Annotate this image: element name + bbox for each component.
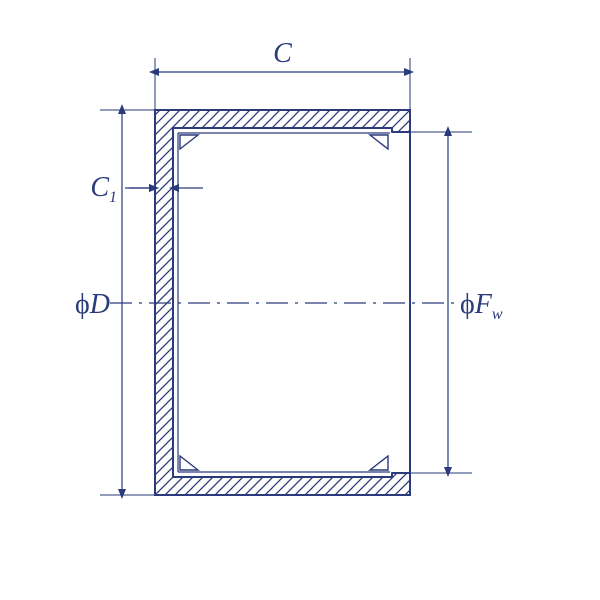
label-outer-dia: ϕD — [75, 289, 110, 320]
label-width-C: C — [273, 38, 292, 69]
label-inner-dia: ϕFw — [460, 289, 503, 323]
label-wall-C1: C1 — [90, 172, 117, 206]
